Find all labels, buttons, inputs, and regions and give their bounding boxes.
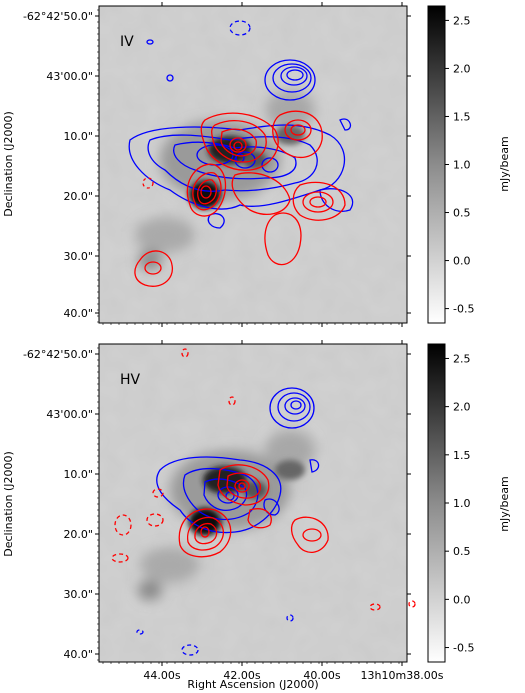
y-tick-label: 40.0" [63,648,93,661]
grayscale-image [99,344,407,662]
y-axis: -62°42'50.0" 43'00.0" 10.0" 20.0" 30.0" 40.0" [23,347,411,661]
x-axis-title: Right Ascension (J2000) [187,678,318,691]
y-tick-label: 10.0" [63,130,93,143]
colorbar-tick-label: 1.5 [453,110,471,123]
blue-negative-contours [136,614,294,656]
panel-hv: HV -62°42'50.0" 43'00.0" 10.0" 20.0" 30.0" 40… [2,340,444,691]
y-tick-label: 30.0" [63,250,93,263]
colorbar-tick-label: -0.5 [453,642,474,655]
red-negative-contour [142,177,154,189]
red-contours [134,110,346,287]
colorbar-tick-label: 2.5 [453,352,471,365]
colorbar-label: mJy/beam [498,136,511,191]
y-tick-label: 10.0" [63,468,93,481]
colorbar-gradient [427,5,446,324]
x-tick-label: 42.00s [223,669,260,682]
colorbar-tick-label: 2.0 [453,401,471,414]
y-tick-label: -62°42'50.0" [23,348,93,361]
y-tick-label: -62°42'50.0" [23,10,93,23]
colorbar-tick-label: 0.5 [453,545,471,558]
y-tick-label: 20.0" [63,190,93,203]
colorbar-1: 2.5 2.0 1.5 1.0 0.5 0.0 -0.5 mJy/beam [427,5,511,324]
colorbar-label: mJy/beam [498,476,511,531]
colorbar-tick-label: 2.0 [453,62,471,75]
y-tick-label: 40.0" [63,307,93,320]
colorbar-tick-label: 1.0 [453,159,471,172]
x-tick-label: 13h10m38.00s [361,669,444,682]
plot-frame [98,343,408,663]
x-axis [102,2,403,327]
panel-label: HV [120,372,141,388]
colorbar-tick-label: 2.5 [453,14,471,27]
colorbar-2: 2.5 2.0 1.5 1.0 0.5 0.0 -0.5 mJy/beam [427,343,511,663]
plot-frame [98,5,408,324]
y-axis-title: Declination (J2000) [2,111,15,217]
blue-negative-contour [229,20,251,36]
colorbar-ticks: 2.5 2.0 1.5 1.0 0.5 0.0 -0.5 [445,352,474,655]
y-tick-label: 20.0" [63,528,93,541]
x-tick-label: 44.00s [143,669,180,682]
colorbar-tick-label: 0.0 [453,255,471,268]
y-tick-label: 30.0" [63,588,93,601]
colorbar-tick-label: -0.5 [453,303,474,316]
y-axis: -62°42'50.0" 43'00.0" 10.0" 20.0" 30.0" 40.0" [23,9,411,323]
panel-iv: IV -62°42'50.0" 43'00.0" 10.0" 20.0" 30.0" 40… [2,2,411,327]
colorbar-gradient [427,343,446,663]
red-contours [178,464,329,558]
y-tick-label: 43'00.0" [46,70,93,83]
x-axis: 44.00s 42.00s 40.00s 13h10m38.00s [102,340,444,682]
colorbar-ticks: 2.5 2.0 1.5 1.0 0.5 0.0 -0.5 [445,14,474,316]
colorbar-tick-label: 0.0 [453,593,471,606]
colorbar-tick-label: 1.0 [453,497,471,510]
x-tick-label: 40.00s [303,669,340,682]
y-axis-title: Declination (J2000) [2,451,15,557]
y-tick-label: 43'00.0" [46,408,93,421]
colorbar-tick-label: 0.5 [453,207,471,220]
red-negative-contours [111,348,416,611]
panel-label: IV [120,34,134,50]
colorbar-tick-label: 1.5 [453,449,471,462]
